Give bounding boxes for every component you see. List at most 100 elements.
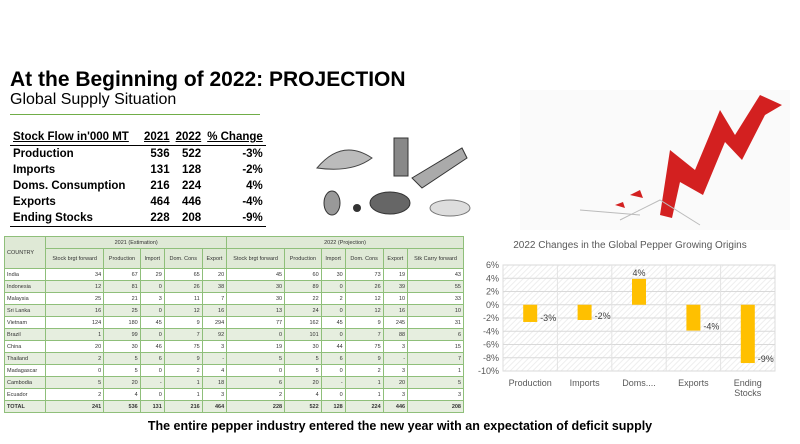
value-cell: 4 xyxy=(284,388,322,401)
stock-flow-header: % Change xyxy=(207,131,263,143)
bar xyxy=(632,278,646,305)
value-cell: 180 xyxy=(103,316,141,329)
stock-flow-cell: 208 xyxy=(182,212,202,224)
value-cell: 81 xyxy=(103,280,141,293)
pepper-sketch-image xyxy=(316,137,471,217)
stock-flow-cell: 536 xyxy=(150,148,170,160)
stock-flow-header: 2022 xyxy=(175,131,202,143)
value-cell: 0 xyxy=(139,304,165,317)
column-header: Dom. Cons xyxy=(163,248,203,269)
value-cell: 0 xyxy=(139,328,165,341)
stock-flow-header: Stock Flow in'000 MT xyxy=(13,131,129,143)
value-cell: 241 xyxy=(45,400,105,413)
value-cell: 5 xyxy=(407,376,464,389)
value-cell: 77 xyxy=(226,316,286,329)
country-cell: China xyxy=(3,340,47,353)
table-row: China 20 30 46 75 3 19 30 44 75 3 15 xyxy=(3,340,464,353)
stock-flow-cell: -2% xyxy=(242,164,263,176)
value-cell: 89 xyxy=(284,280,322,293)
value-cell: 5 xyxy=(226,352,286,365)
value-cell: 208 xyxy=(407,400,464,413)
value-cell: 0 xyxy=(226,364,286,377)
value-cell: 5 xyxy=(103,364,141,377)
value-cell: 0 xyxy=(320,388,346,401)
stock-flow-cell: 224 xyxy=(182,180,202,192)
value-cell: 224 xyxy=(344,400,384,413)
value-cell: 26 xyxy=(344,280,384,293)
stock-flow-row: Doms. Consumption 216 224 4% xyxy=(10,178,266,194)
table-row: Vietnam 124 180 45 9 294 77 162 45 9 245 31 xyxy=(3,316,464,329)
value-cell: 1 xyxy=(45,328,105,341)
table-row: Indonesia 12 81 0 26 38 30 89 0 26 39 55 xyxy=(3,280,464,293)
value-cell: 7 xyxy=(344,328,384,341)
value-cell: 30 xyxy=(226,292,286,305)
value-cell: 6 xyxy=(226,376,286,389)
value-cell: 12 xyxy=(163,304,203,317)
country-header: COUNTRY xyxy=(3,236,47,269)
value-cell: 10 xyxy=(382,292,409,305)
value-cell: 3 xyxy=(407,388,464,401)
value-cell: 7 xyxy=(201,292,228,305)
y-tick-label: -4% xyxy=(483,326,499,336)
column-header: Production xyxy=(284,248,322,269)
stock-flow-cell: 446 xyxy=(182,196,202,208)
value-cell: 446 xyxy=(382,400,409,413)
value-cell: 60 xyxy=(284,268,322,281)
value-cell: - xyxy=(320,376,346,389)
y-tick-label: 4% xyxy=(486,273,499,283)
value-cell: 18 xyxy=(201,376,228,389)
country-cell: India xyxy=(3,268,47,281)
stock-flow-header: 2021 xyxy=(144,131,170,143)
value-cell: 20 xyxy=(103,376,141,389)
stock-flow-row: Imports 131 128 -2% xyxy=(10,162,266,178)
value-cell: 45 xyxy=(320,316,346,329)
table-row: Brazil 1 99 0 7 92 0 101 0 7 88 6 xyxy=(3,328,464,341)
country-supply-table: COUNTRY 2021 (Estimation) 2022 (Projecti… xyxy=(3,236,464,413)
country-cell: Ecuador xyxy=(3,388,47,401)
column-header: Export xyxy=(201,248,228,269)
column-header: Export xyxy=(382,248,409,269)
table-row: Malaysia 25 21 3 11 7 30 22 2 12 10 33 xyxy=(3,292,464,305)
caption: The entire pepper industry entered the n… xyxy=(147,419,653,433)
value-cell: 2 xyxy=(45,352,105,365)
value-cell: 162 xyxy=(284,316,322,329)
value-cell: 67 xyxy=(103,268,141,281)
value-cell: 4 xyxy=(103,388,141,401)
stock-flow-cell: 131 xyxy=(150,164,170,176)
stock-flow-cell: 128 xyxy=(182,164,202,176)
value-cell: 45 xyxy=(226,268,286,281)
value-cell: 3 xyxy=(201,388,228,401)
value-cell: 99 xyxy=(103,328,141,341)
value-cell: 75 xyxy=(163,340,203,353)
value-cell: 2 xyxy=(226,388,286,401)
value-cell: 5 xyxy=(284,352,322,365)
value-cell: 16 xyxy=(45,304,105,317)
column-header: Dom. Cons xyxy=(344,248,384,269)
value-cell: 5 xyxy=(45,376,105,389)
value-cell: 20 xyxy=(45,340,105,353)
column-header: Stock brgt forward xyxy=(226,248,286,269)
value-cell: 131 xyxy=(139,400,165,413)
category-label: Imports xyxy=(569,378,600,388)
value-cell: 46 xyxy=(139,340,165,353)
stock-flow-cell: -9% xyxy=(242,212,263,224)
category-label: Exports xyxy=(678,378,709,388)
value-cell: 9 xyxy=(344,352,384,365)
stock-flow-cell: Production xyxy=(13,148,74,160)
bar xyxy=(577,304,592,320)
stock-flow-cell: Imports xyxy=(13,164,56,176)
table-row: Thailand 2 5 6 9-5 5 6 9-7 xyxy=(3,352,464,365)
table-row: Sri Lanka 16 25 0 12 16 13 24 0 12 16 10 xyxy=(3,304,464,317)
value-cell: 228 xyxy=(226,400,286,413)
stock-flow-table: Stock Flow in'000 MT 2021 2022 % Change Pro… xyxy=(10,129,266,227)
value-cell: 9 xyxy=(163,316,203,329)
table-row: TOTAL 241 536 131 216 464 228 522 128 224 446 208 xyxy=(3,400,464,413)
value-cell: 3 xyxy=(382,364,409,377)
column-header: Import xyxy=(320,248,346,269)
value-cell: 464 xyxy=(201,400,228,413)
country-cell: Sri Lanka xyxy=(3,304,47,317)
data-label: -9% xyxy=(758,354,774,364)
stock-flow-row: Production 536 522 -3% xyxy=(10,146,266,163)
value-cell: 39 xyxy=(382,280,409,293)
value-cell: 12 xyxy=(344,304,384,317)
